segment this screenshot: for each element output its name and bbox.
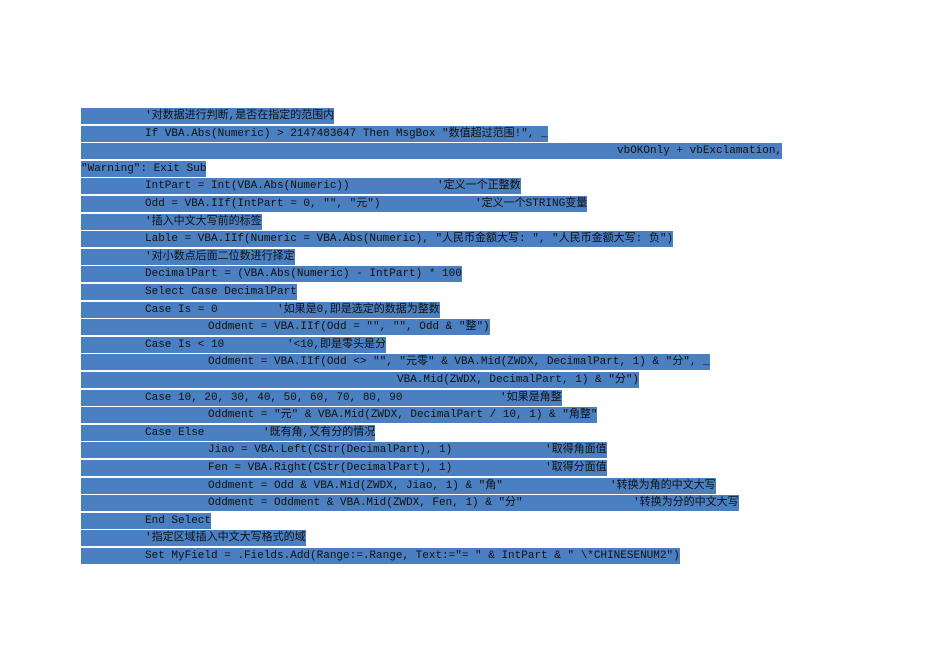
code-text: Oddment = "元" & VBA.Mid(ZWDX, DecimalPar… [208, 409, 598, 422]
code-text: Oddment = Oddment & VBA.Mid(ZWDX, Fen, 1… [208, 497, 523, 510]
code-line: '对小数点后面二位数进行择定 [81, 248, 295, 265]
code-comment: '如果是角整 [500, 391, 562, 404]
code-text: Case 10, 20, 30, 40, 50, 60, 70, 80, 90 [145, 391, 403, 404]
code-text: VBA.Mid(ZWDX, DecimalPart, 1) & "分") [397, 374, 640, 386]
code-text: Fen = VBA.Right(CStr(DecimalPart), 1) [208, 462, 453, 474]
code-line: '插入中文大写前的标签 [81, 213, 262, 230]
code-line: Oddment = Oddment & VBA.Mid(ZWDX, Fen, 1… [81, 495, 739, 512]
code-text: vbOKOnly + vbExclamation, [617, 145, 783, 158]
code-line: IntPart = Int(VBA.Abs(Numeric)) '定义一个正整数 [81, 178, 521, 195]
code-text: Case Is < 10 [145, 338, 225, 351]
code-text: End Select [145, 514, 212, 527]
code-text: '指定区域插入中文大写格式的域 [145, 532, 306, 545]
code-text: "Warning": Exit Sub [81, 162, 207, 175]
code-text: Oddment = Odd & VBA.Mid(ZWDX, Jiao, 1) &… [208, 479, 503, 492]
code-line: Oddment = VBA.IIf(Odd <> "", "元零" & VBA.… [81, 354, 710, 371]
code-text: Select Case DecimalPart [145, 286, 297, 298]
code-line: Set MyField = .Fields.Add(Range:=.Range,… [81, 548, 680, 564]
code-line: Case Is = 0 '如果是0,即是选定的数据为整数 [81, 301, 440, 318]
code-line: Oddment = Odd & VBA.Mid(ZWDX, Jiao, 1) &… [81, 477, 716, 494]
code-line: Fen = VBA.Right(CStr(DecimalPart), 1) '取得… [81, 460, 607, 476]
code-line: '对数据进行判断,是否在指定的范围内 [81, 108, 335, 124]
code-line: DecimalPart = (VBA.Abs(Numeric) - IntPar… [81, 266, 462, 283]
code-text: '对小数点后面二位数进行择定 [145, 250, 295, 263]
code-line: VBA.Mid(ZWDX, DecimalPart, 1) & "分") [81, 372, 640, 388]
code-line: vbOKOnly + vbExclamation, [81, 143, 783, 160]
code-text: Odd = VBA.IIf(IntPart = 0, "", "元") [145, 198, 381, 210]
code-line: Lable = VBA.IIf(Numeric = VBA.Abs(Numeri… [81, 231, 674, 248]
code-line: '指定区域插入中文大写格式的域 [81, 530, 306, 547]
code-text: Case Is = 0 [145, 303, 218, 316]
code-comment: '取得分面值 [545, 462, 607, 474]
code-text: '插入中文大写前的标签 [145, 215, 262, 228]
code-text: DecimalPart = (VBA.Abs(Numeric) - IntPar… [145, 268, 462, 281]
code-text: Oddment = VBA.IIf(Odd <> "", "元零" & VBA.… [208, 356, 710, 369]
code-comment: '<10,即是零头是分 [287, 338, 387, 351]
code-text: Jiao = VBA.Left(CStr(DecimalPart), 1) [208, 444, 453, 457]
code-text: IntPart = Int(VBA.Abs(Numeric)) [145, 180, 350, 193]
code-comment: '转换为分的中文大写 [633, 497, 739, 510]
code-text: '对数据进行判断,是否在指定的范围内 [145, 110, 335, 122]
code-line: Case Else '既有角,又有分的情况 [81, 424, 376, 441]
code-comment: '既有角,又有分的情况 [263, 426, 376, 439]
code-line: Oddment = "元" & VBA.Mid(ZWDX, DecimalPar… [81, 407, 598, 424]
code-comment: '如果是0,即是选定的数据为整数 [277, 303, 440, 316]
code-line: Select Case DecimalPart [81, 284, 297, 300]
code-line: Case 10, 20, 30, 40, 50, 60, 70, 80, 90 '… [81, 389, 562, 406]
code-line: Oddment = VBA.IIf(Odd = "", "", Odd & "整… [81, 319, 490, 336]
code-text: Set MyField = .Fields.Add(Range:=.Range,… [145, 550, 680, 562]
code-text: Oddment = VBA.IIf(Odd = "", "", Odd & "整… [208, 321, 490, 334]
code-comment: '转换为角的中文大写 [610, 479, 716, 492]
code-text: Case Else [145, 426, 205, 439]
code-text: Lable = VBA.IIf(Numeric = VBA.Abs(Numeri… [145, 233, 674, 246]
code-comment: '定义一个STRING变量 [475, 198, 588, 210]
code-comment: '定义一个正整数 [437, 180, 521, 193]
code-line: "Warning": Exit Sub [81, 160, 207, 177]
code-line: Case Is < 10 '<10,即是零头是分 [81, 336, 387, 353]
code-text: If VBA.Abs(Numeric) > 2147483647 Then Ms… [145, 127, 548, 140]
code-line: End Select [81, 512, 212, 529]
code-line: Odd = VBA.IIf(IntPart = 0, "", "元") '定义一个… [81, 196, 588, 212]
code-line: Jiao = VBA.Left(CStr(DecimalPart), 1) '取得… [81, 442, 607, 459]
code-comment: '取得角面值 [545, 444, 607, 457]
code-line: If VBA.Abs(Numeric) > 2147483647 Then Ms… [81, 125, 548, 142]
